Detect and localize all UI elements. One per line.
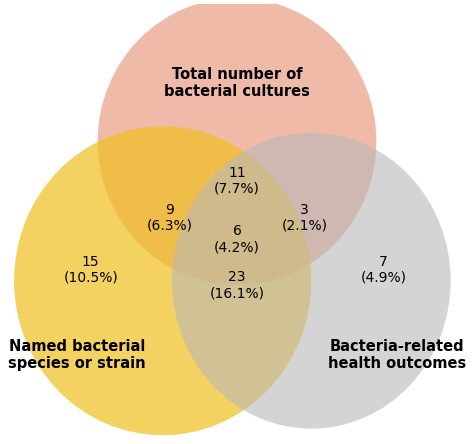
Text: 3
(2.1%): 3 (2.1%) [282,202,328,233]
Text: Total number of
bacterial cultures: Total number of bacterial cultures [164,67,310,99]
Ellipse shape [172,133,451,429]
Text: 7
(4.9%): 7 (4.9%) [360,255,406,285]
Text: 6
(4.2%): 6 (4.2%) [214,224,260,254]
Ellipse shape [98,0,376,285]
Text: 15
(10.5%): 15 (10.5%) [64,255,118,285]
Ellipse shape [14,126,311,435]
Text: 9
(6.3%): 9 (6.3%) [146,202,192,233]
Text: Named bacterial
species or strain: Named bacterial species or strain [8,338,146,371]
Text: 11
(7.7%): 11 (7.7%) [214,166,260,196]
Text: 23
(16.1%): 23 (16.1%) [210,270,264,300]
Text: Bacteria-related
health outcomes: Bacteria-related health outcomes [328,338,466,371]
